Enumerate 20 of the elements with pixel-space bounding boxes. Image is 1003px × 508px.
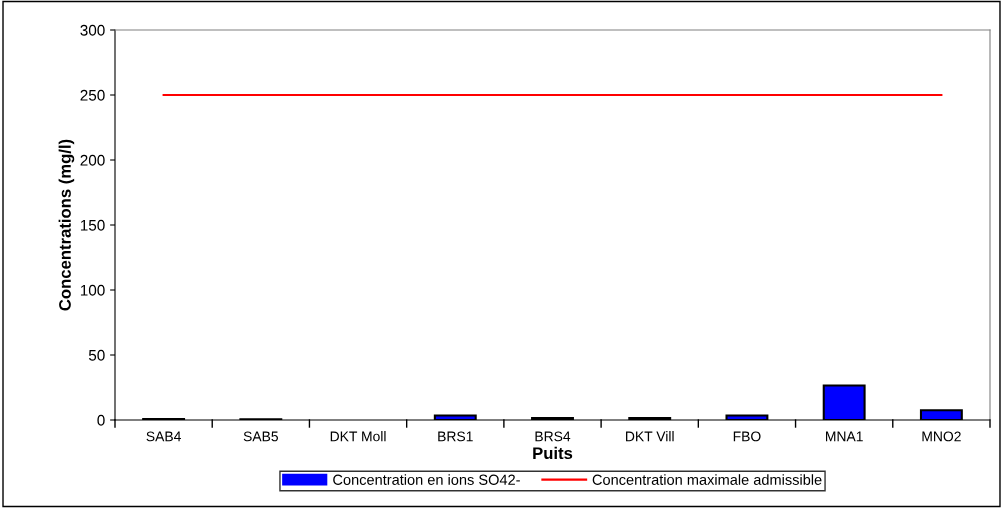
legend-label: Concentration en ions SO42- — [333, 474, 520, 485]
x-tick-label: MNO2 — [922, 431, 961, 442]
y-axis-title: Concentrations (mg/l) — [58, 139, 75, 311]
x-tick-label: DKT Vill — [626, 431, 674, 442]
legend-label: Concentration maximale admissible — [592, 474, 822, 485]
x-tick-label: BRS1 — [438, 431, 473, 442]
x-tick-label: SAB5 — [243, 431, 279, 442]
x-tick-label: DKT Moll — [330, 431, 386, 442]
x-axis-title: Puits — [533, 446, 573, 460]
y-tick-label: 50 — [88, 349, 105, 361]
y-tick-label: 300 — [80, 24, 105, 36]
x-tick-label: MNA1 — [826, 431, 863, 442]
y-tick-label: 0 — [97, 414, 105, 426]
x-tick-label: FBO — [733, 431, 761, 442]
x-tick-label: SAB4 — [146, 431, 181, 442]
y-tick-label: 150 — [80, 219, 105, 231]
y-tick-label: 200 — [80, 154, 105, 166]
x-tick-label: BRS4 — [535, 431, 571, 442]
y-tick-label: 250 — [80, 89, 105, 101]
y-tick-label: 100 — [80, 284, 105, 296]
